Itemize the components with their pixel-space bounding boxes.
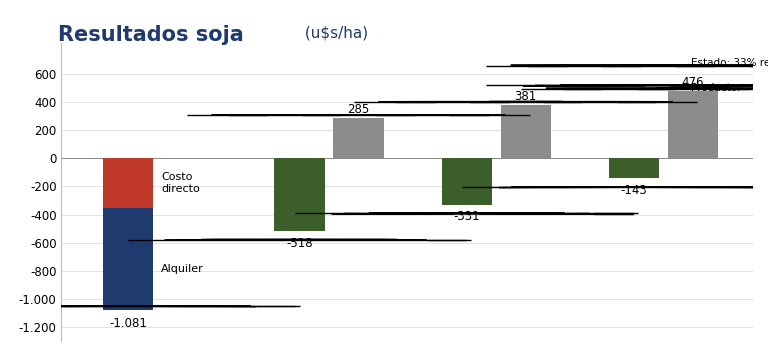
Bar (501, 105, 551, 158)
Text: -518: -518 (286, 237, 313, 250)
Text: -1.081: -1.081 (109, 317, 147, 330)
Bar (609, 158, 659, 178)
Text: Resultados soja: Resultados soja (58, 25, 243, 45)
Text: Estado: 33% retenciones + 1%: Estado: 33% retenciones + 1% (691, 58, 768, 68)
Bar (103, 158, 154, 208)
Text: Productor: Productor (691, 83, 742, 93)
Bar (668, 92, 718, 158)
Text: (u$s/ha): (u$s/ha) (300, 25, 368, 40)
Text: 285: 285 (347, 103, 369, 116)
Text: Costo
directo: Costo directo (161, 172, 200, 194)
Text: 476: 476 (682, 76, 704, 89)
Text: Alquiler: Alquiler (161, 264, 204, 274)
Bar (103, 208, 154, 310)
Bar (442, 158, 492, 205)
Text: -143: -143 (621, 184, 647, 197)
Text: 381: 381 (515, 90, 537, 103)
Text: -331: -331 (453, 210, 480, 223)
Bar (274, 158, 325, 231)
Bar (333, 118, 384, 158)
